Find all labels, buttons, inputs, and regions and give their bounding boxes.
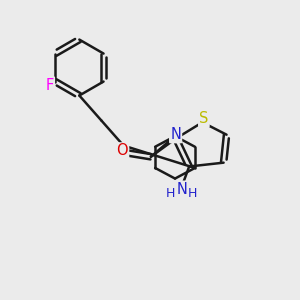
Text: O: O	[116, 143, 128, 158]
Text: H: H	[188, 187, 197, 200]
Text: H: H	[166, 187, 176, 200]
Text: N: N	[176, 182, 187, 197]
Text: N: N	[170, 127, 181, 142]
Text: S: S	[199, 111, 208, 126]
Text: F: F	[46, 78, 54, 93]
